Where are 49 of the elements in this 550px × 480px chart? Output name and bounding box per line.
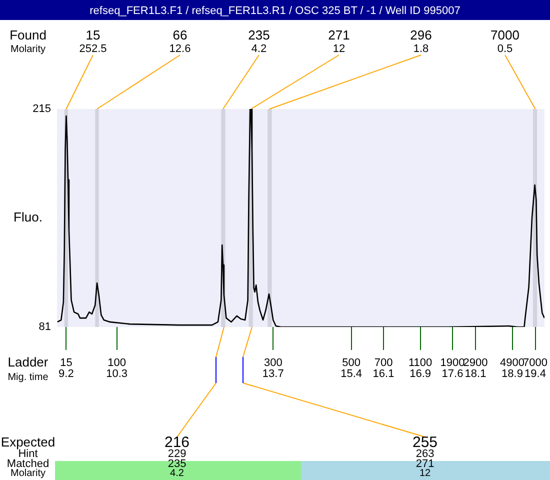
annotation: 0.5 xyxy=(497,43,513,56)
annotation: 1100 xyxy=(408,357,432,370)
annotation: 1.8 xyxy=(413,43,429,56)
x-tick-label: 13.7 xyxy=(262,368,284,380)
text: 4.2 xyxy=(170,468,184,479)
text: 229 xyxy=(168,448,186,460)
y-tick-label: 215 xyxy=(32,103,51,116)
annotation: 252.5 xyxy=(79,43,107,56)
annotation: 12.6 xyxy=(169,43,191,56)
annotation: 300 xyxy=(264,357,282,370)
band-label: 66 xyxy=(172,28,188,43)
text: 263 xyxy=(416,448,434,460)
band-label: 296 xyxy=(410,28,432,43)
band-label: 271 xyxy=(328,28,350,43)
text: Expected xyxy=(0,434,56,450)
x-tick-label: 16.9 xyxy=(410,368,432,380)
text: 235 xyxy=(168,458,186,470)
annotation: 4900 xyxy=(500,357,525,370)
annotation: 12 xyxy=(332,43,346,56)
x-tick-label: 16.1 xyxy=(372,368,394,380)
x-tick-label: 18.1 xyxy=(464,368,486,380)
x-tick-label: 19.4 xyxy=(524,368,546,380)
x-tick-label: 18.9 xyxy=(502,368,523,380)
text: Hint xyxy=(18,448,38,460)
annotation: 700 xyxy=(374,357,393,370)
band-label: 15 xyxy=(86,28,100,43)
x-tick-label: 17.6 xyxy=(442,368,464,380)
text: Molarity xyxy=(10,44,46,55)
annotation: 500 xyxy=(342,357,360,370)
annotation: 4.2 xyxy=(251,43,267,56)
text: 271 xyxy=(416,458,434,470)
text: 12 xyxy=(419,468,431,479)
text: Molarity xyxy=(10,468,46,479)
y-tick-label: 81 xyxy=(38,321,51,334)
annotation: 15 xyxy=(60,357,72,370)
text: Found xyxy=(10,28,46,43)
annotation: 100 xyxy=(108,357,126,370)
text: Ladder xyxy=(8,354,49,370)
x-tick-label: 10.3 xyxy=(106,368,128,380)
chart-title: refseq_FER1L3.F1 / refseq_FER1L3.R1 / OSC 325 BT / -1 / Well ID 995007 xyxy=(90,5,460,18)
annotation: 1900 xyxy=(440,357,465,370)
band-label: 7000 xyxy=(490,28,520,43)
annotation: 7000 xyxy=(523,357,548,370)
y-axis-title: Fluo. xyxy=(14,210,42,225)
band-label: 235 xyxy=(248,28,270,43)
x-tick-label: 15.4 xyxy=(340,368,362,380)
x-tick-label: 9.2 xyxy=(58,368,74,380)
annotation: 2900 xyxy=(463,357,488,370)
text: Mig. time xyxy=(8,372,49,383)
